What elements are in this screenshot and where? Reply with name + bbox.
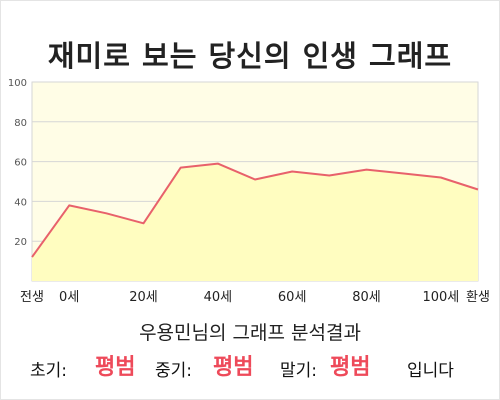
y-tick-label: 60 — [14, 158, 27, 169]
life-graph-chart: 20 40 60 80 100 전생 0세 20세 40세 60세 80세 100세 환생 — [8, 78, 490, 305]
y-tick-label: 40 — [14, 197, 27, 208]
late-label: 말기: — [280, 361, 318, 381]
y-tick-label: 80 — [14, 118, 27, 129]
series-area — [32, 163, 478, 281]
early-value: 평범 — [95, 355, 136, 380]
x-tick-label: 100세 — [422, 290, 459, 305]
y-tick-label: 100 — [8, 78, 27, 89]
y-tick-label: 20 — [14, 237, 27, 248]
page-title: 재미로 보는 당신의 인생 그래프 — [47, 39, 453, 73]
mid-label: 중기: — [155, 361, 193, 381]
mid-value: 평범 — [213, 355, 254, 380]
x-tick-label: 0세 — [59, 290, 79, 305]
x-tick-label: 80세 — [352, 290, 381, 305]
results-suffix: 입니다 — [407, 361, 454, 381]
late-value: 평범 — [330, 355, 371, 380]
x-tick-label: 60세 — [278, 290, 307, 305]
early-label: 초기: — [30, 361, 68, 381]
analysis-summary: 우용민님의 그래프 분석결과 — [139, 322, 361, 344]
x-tick-label: 40세 — [204, 290, 233, 305]
x-tick-label: 환생 — [466, 290, 490, 305]
x-tick-label: 전생 — [20, 290, 44, 305]
x-axis-ticks: 전생 0세 20세 40세 60세 80세 100세 환생 — [20, 290, 490, 305]
series-line — [31, 162, 479, 258]
y-axis-ticks: 20 40 60 80 100 — [8, 78, 27, 248]
x-tick-label: 20세 — [129, 290, 158, 305]
